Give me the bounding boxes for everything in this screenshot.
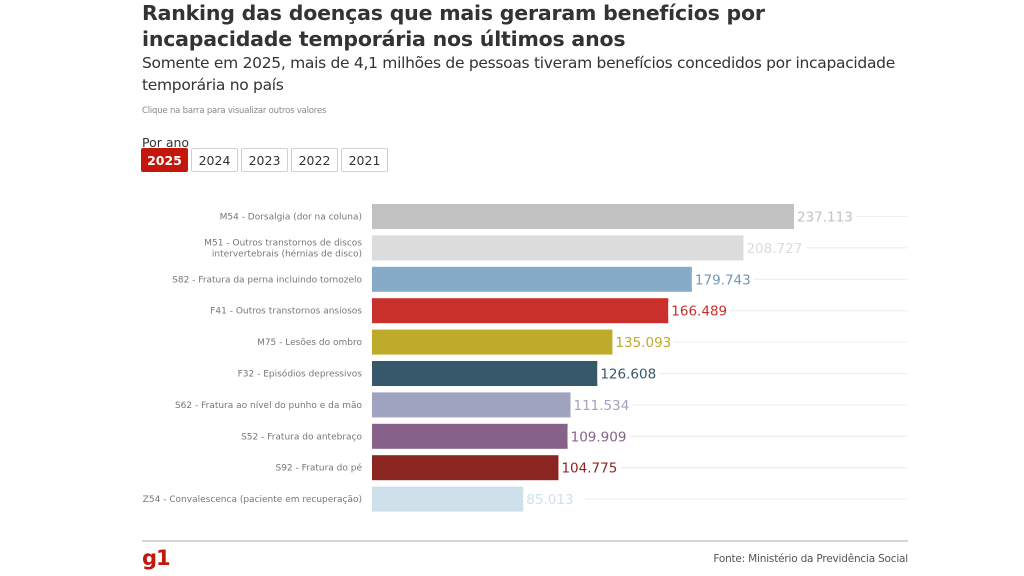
source-note: Fonte: Ministério da Previdência Social (713, 553, 908, 565)
chart-subtitle: Somente em 2025, mais de 4,1 milhões de … (142, 54, 895, 94)
year-tab-2025[interactable]: 2025 (141, 148, 188, 172)
value-label: 208.727 (746, 241, 802, 257)
g1-logo: g1 (142, 546, 171, 570)
bar[interactable] (372, 329, 613, 355)
category-label-line: F41 - Outros transtornos ansiosos (210, 307, 362, 317)
value-label: 104.775 (561, 461, 617, 477)
category-label: M75 - Lesões do ombro (257, 338, 362, 348)
category-label: Z54 - Convalescenca (paciente em recuper… (143, 495, 362, 505)
value-label-background (668, 302, 731, 319)
bar[interactable] (372, 455, 559, 481)
year-filter-label: Por ano (142, 135, 190, 150)
bar[interactable] (372, 361, 598, 386)
category-label: F41 - Outros transtornos ansiosos (210, 307, 362, 317)
value-label-background (612, 334, 675, 351)
year-tab-2023[interactable]: 2023 (241, 148, 288, 172)
value-label-background (794, 208, 856, 225)
category-label-line: M54 - Dorsalgia (dor na coluna) (220, 213, 362, 223)
value-label: 109.909 (571, 429, 627, 445)
value-label: 237.113 (797, 210, 853, 226)
year-tabs: 2025 2024 2023 2022 2021 (141, 148, 388, 172)
year-tab-2024[interactable]: 2024 (191, 148, 238, 172)
value-label: 179.743 (695, 272, 751, 288)
category-label: M54 - Dorsalgia (dor na coluna) (220, 213, 362, 223)
value-label-background (597, 365, 660, 382)
bar[interactable] (372, 392, 571, 418)
category-label: S92 - Fratura do pé (275, 463, 362, 474)
bar[interactable] (372, 204, 794, 229)
category-label: M51 - Outros transtornos de discos interv… (204, 238, 362, 259)
category-label-line: M75 - Lesões do ombro (257, 338, 362, 348)
year-tab-2021[interactable]: 2021 (341, 148, 388, 172)
value-label-background (523, 491, 586, 508)
category-label: F32 - Episódios depressivos (238, 369, 363, 380)
category-label-line: S52 - Fratura do antebraço (241, 432, 362, 442)
value-label-background (743, 239, 806, 256)
value-label-background (570, 396, 633, 413)
category-label-line: S92 - Fratura do pé (275, 463, 362, 474)
category-label-line: Z54 - Convalescenca (paciente em recuper… (143, 495, 362, 505)
bar[interactable] (372, 423, 568, 449)
category-label: S82 - Fratura da perna incluindo tornoze… (172, 275, 362, 285)
category-label-line: intervertebrais (hérnias de disco) (212, 248, 362, 259)
value-label-background (691, 271, 754, 288)
value-label: 135.093 (615, 335, 671, 351)
bar[interactable] (372, 235, 744, 261)
bar[interactable] (372, 486, 524, 512)
interaction-hint: Clique na barra para visualizar outros v… (142, 106, 327, 116)
bar[interactable] (372, 266, 692, 292)
bar[interactable] (372, 298, 669, 324)
value-label: 85.013 (526, 492, 573, 508)
category-label-line: S82 - Fratura da perna incluindo tornoze… (172, 275, 362, 285)
category-label-line: M51 - Outros transtornos de discos (204, 238, 362, 248)
category-label-line: S62 - Fratura ao nível do punho e da mão (175, 401, 363, 411)
value-label: 166.489 (671, 304, 727, 320)
chart-title: Ranking das doenças que mais geraram ben… (142, 1, 765, 51)
category-label: S62 - Fratura ao nível do punho e da mão (175, 401, 363, 411)
value-label-background (558, 459, 621, 476)
category-label: S52 - Fratura do antebraço (241, 432, 362, 442)
category-label-line: F32 - Episódios depressivos (238, 369, 363, 380)
value-label-background (567, 428, 630, 445)
value-label: 111.534 (574, 398, 630, 414)
year-tab-2022[interactable]: 2022 (291, 148, 338, 172)
footer-divider (142, 540, 908, 542)
value-label: 126.608 (600, 367, 656, 383)
